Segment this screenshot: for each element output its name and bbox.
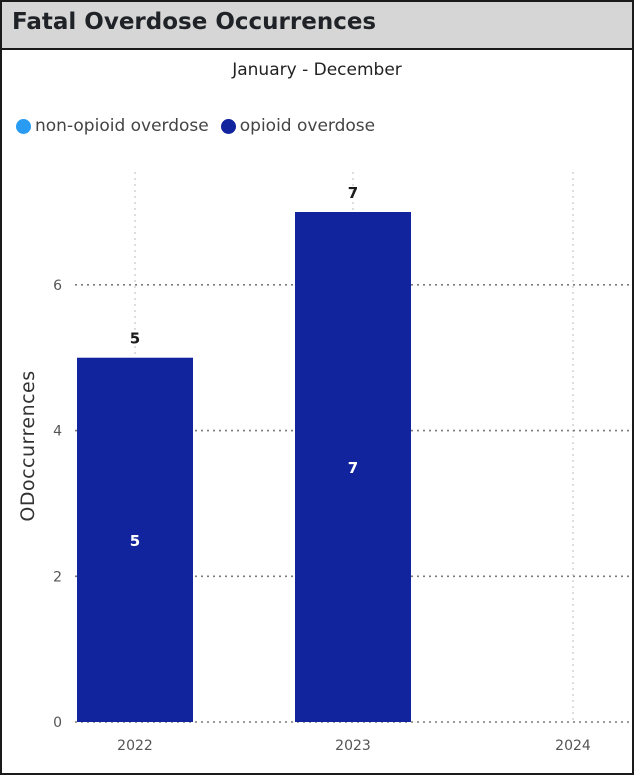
bar-value-label: 5 <box>130 532 140 550</box>
y-tick-label: 6 <box>53 278 62 294</box>
bar-value-label: 7 <box>348 459 358 477</box>
bar-total-label: 5 <box>130 330 140 348</box>
y-axis-label: ODoccurrences <box>17 370 39 521</box>
card-header: Fatal Overdose Occurrences <box>2 2 632 50</box>
legend-item-opioid[interactable]: opioid overdose <box>220 116 376 136</box>
bar-opioid-2023 <box>295 212 411 722</box>
chart-subtitle: January - December <box>232 60 402 80</box>
y-tick-label: 2 <box>53 569 62 585</box>
y-tick-label: 4 <box>53 424 62 440</box>
x-tick-label: 2023 <box>335 738 371 754</box>
legend-label: non-opioid overdose <box>35 116 209 136</box>
bar-total-label: 7 <box>348 184 358 202</box>
chart-title: Fatal Overdose Occurrences <box>12 9 377 35</box>
legend-marker-icon <box>16 118 31 134</box>
x-tick-label: 2024 <box>555 738 591 754</box>
x-tick-label: 2022 <box>117 738 153 754</box>
y-tick-label: 0 <box>53 715 62 731</box>
legend: non-opioid overdose opioid overdose <box>16 116 387 136</box>
legend-label: opioid overdose <box>239 116 376 136</box>
bar-opioid-2022 <box>77 357 193 722</box>
legend-marker-icon <box>220 118 236 134</box>
legend-item-non-opioid[interactable]: non-opioid overdose <box>16 116 209 136</box>
